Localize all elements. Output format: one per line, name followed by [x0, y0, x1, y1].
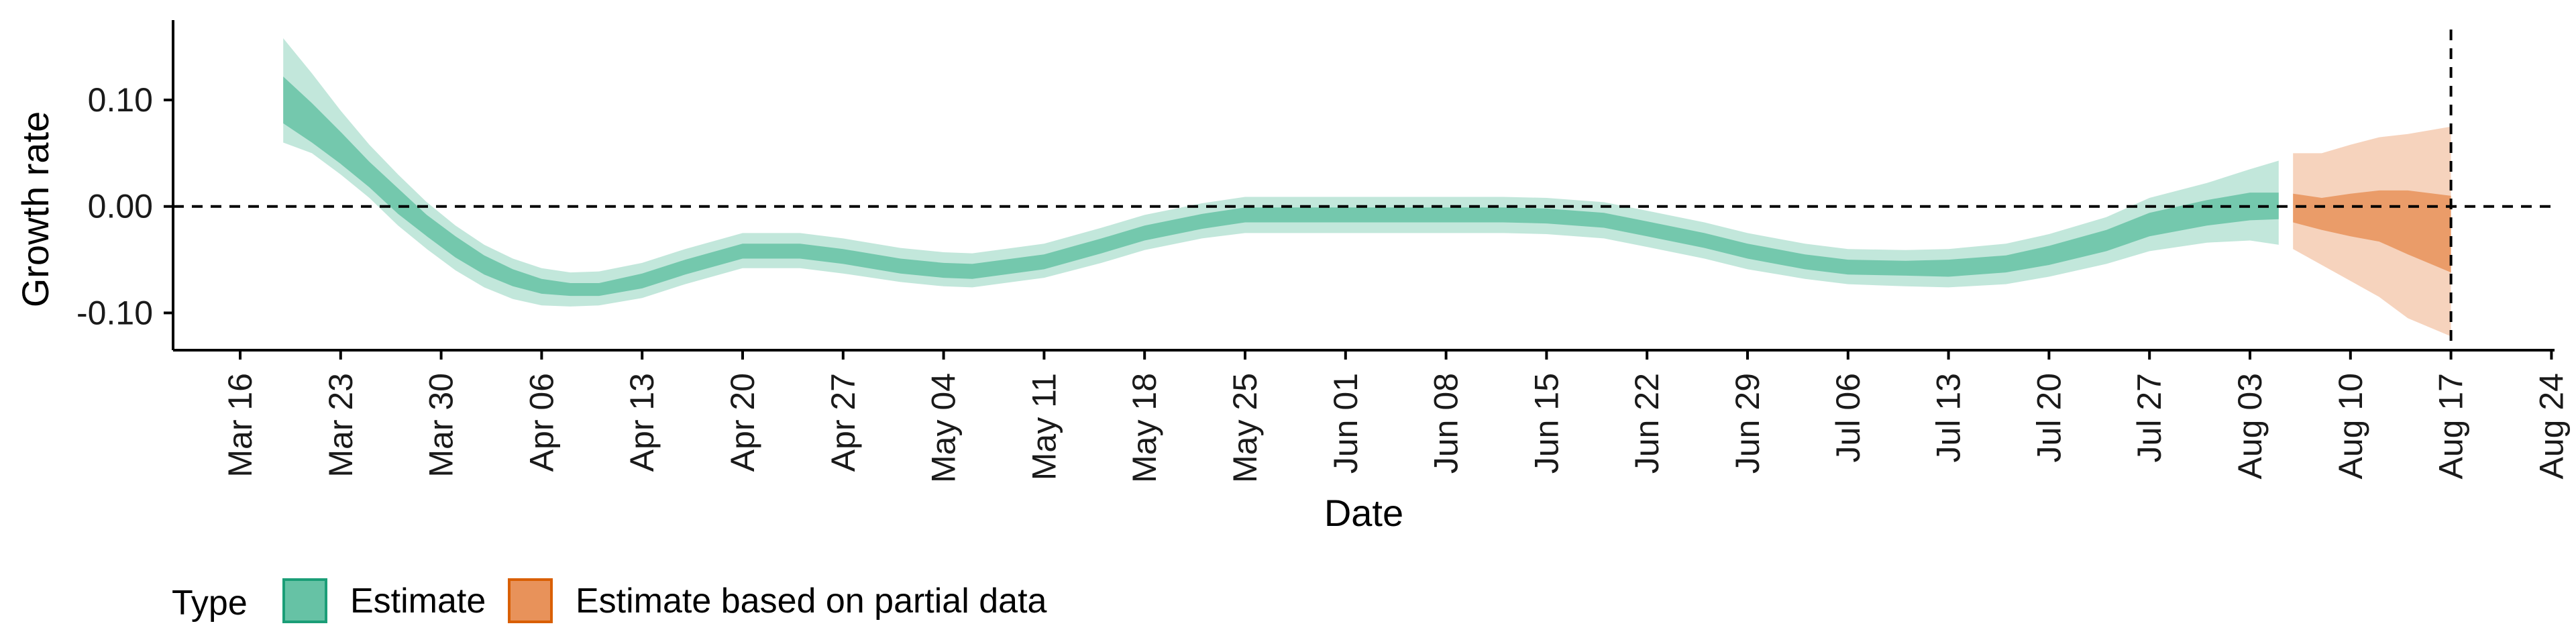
- reference-lines: [173, 30, 2555, 350]
- legend-title: Type: [172, 584, 248, 623]
- legend-label-estimate: Estimate: [350, 582, 486, 621]
- axes: 0.10 0.00 -0.10 Mar 16 Mar 23 Mar 30 Apr 06 Apr…: [76, 20, 2570, 483]
- x-tick-label: Aug 24: [2532, 373, 2570, 479]
- partial-inner-band: [2293, 190, 2451, 273]
- legend: Type Estimate Estimate based on partial …: [172, 578, 1047, 623]
- x-tick-label: Jun 22: [1628, 373, 1666, 474]
- y-axis-title: Growth rate: [14, 111, 56, 308]
- estimate-outer-band: [283, 38, 2279, 307]
- x-tick-label: Aug 17: [2432, 373, 2470, 479]
- x-tick-label: Aug 03: [2231, 373, 2269, 479]
- x-tick-label: Jun 01: [1327, 373, 1364, 474]
- x-tick-label: Apr 27: [824, 373, 862, 472]
- x-tick-label: May 11: [1025, 373, 1063, 480]
- x-tick-label: Apr 13: [623, 373, 661, 472]
- x-tick-label: Mar 23: [322, 373, 360, 478]
- legend-swatch-estimate: [282, 578, 327, 623]
- series-bands: [283, 38, 2451, 337]
- estimate-inner-band: [283, 76, 2279, 297]
- x-tick-label: May 18: [1126, 373, 1163, 483]
- y-tick-label: 0.10: [88, 81, 153, 119]
- x-tick-label: Apr 06: [523, 373, 560, 472]
- x-tick-label: Aug 10: [2332, 373, 2369, 479]
- x-tick-label: Mar 30: [423, 373, 460, 478]
- x-tick-label: Jul 06: [1829, 373, 1867, 462]
- legend-swatch-partial: [508, 578, 553, 623]
- x-tick-label: Jul 13: [1930, 373, 1968, 462]
- legend-label-partial: Estimate based on partial data: [576, 582, 1047, 621]
- x-tick-label: Jul 20: [2030, 373, 2068, 462]
- x-tick-label: Apr 20: [724, 373, 761, 472]
- y-tick-label: -0.10: [76, 294, 153, 331]
- x-tick-label: Jul 27: [2131, 373, 2168, 462]
- x-tick-label: May 04: [925, 373, 963, 483]
- x-tick-label: Jun 29: [1729, 373, 1766, 474]
- x-tick-label: May 25: [1226, 373, 1264, 483]
- x-axis-title: Date: [1324, 492, 1403, 534]
- y-tick-label: 0.00: [88, 188, 153, 225]
- x-tick-label: Jun 08: [1428, 373, 1465, 474]
- x-tick-label: Jun 15: [1527, 373, 1565, 474]
- x-tick-label: Mar 16: [221, 373, 259, 478]
